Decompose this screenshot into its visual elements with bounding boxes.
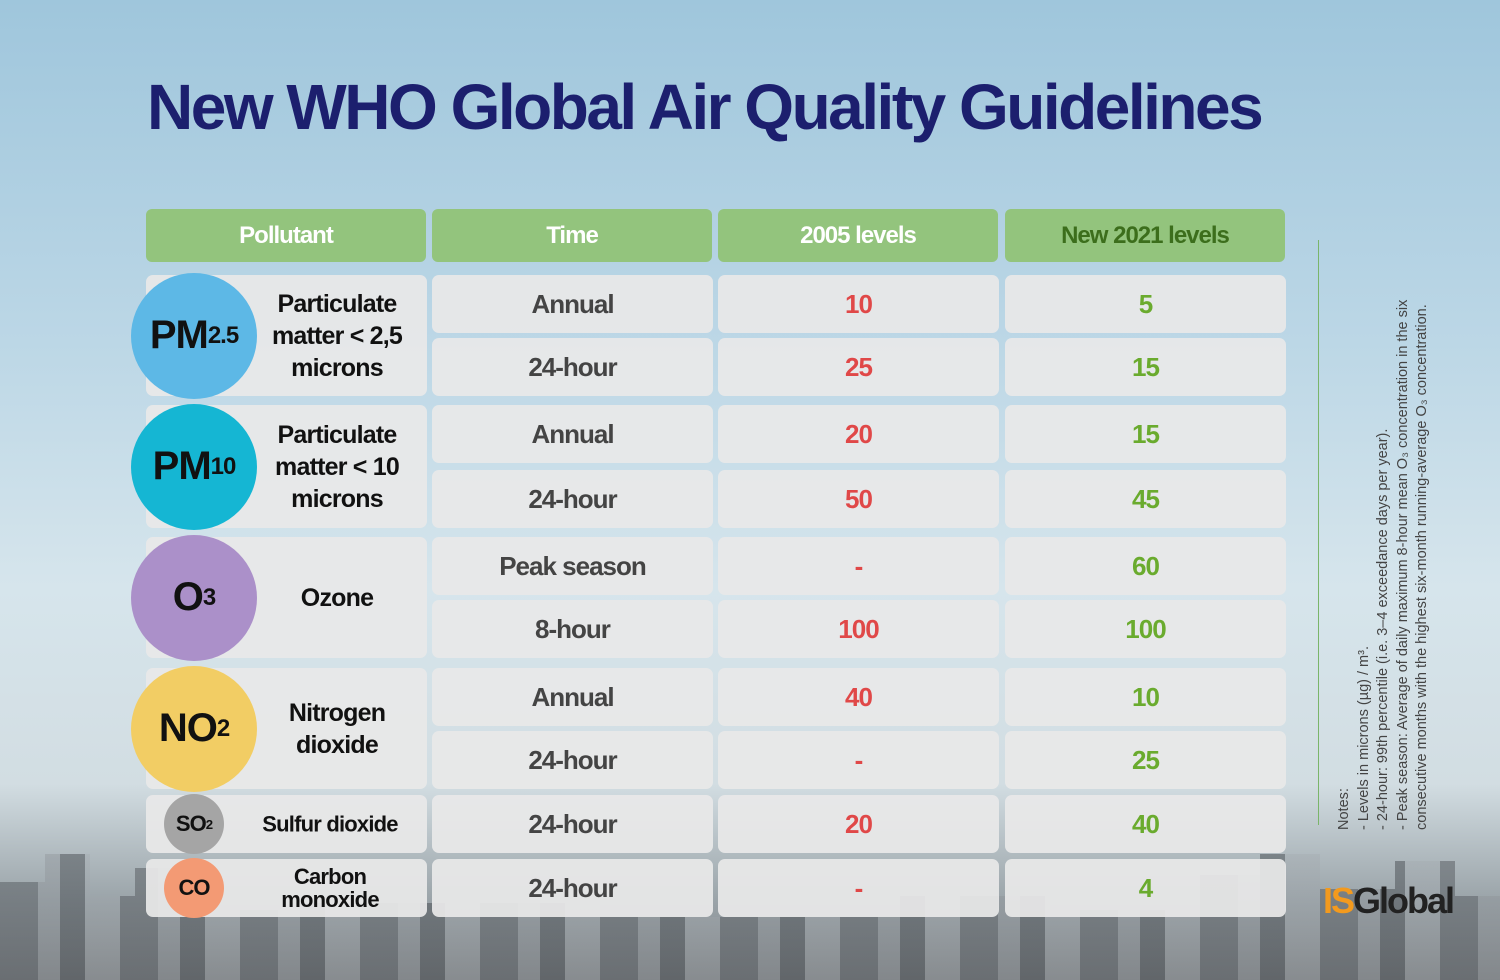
level-2005-cell: - [718,731,999,789]
notes-line: Notes: [1336,788,1352,830]
time-cell: 24-hour [432,795,713,853]
pollutant-symbol-badge: PM 2.5 [131,272,257,399]
pollutant-name: Particulate matter < 2,5 microns [271,289,403,382]
pollutant-name: Nitrogen dioxide [288,698,386,759]
symbol: SO [175,811,207,836]
level-2021-cell: 25 [1005,731,1286,789]
level-2005-cell: 100 [718,600,999,658]
pollutant-name: Sulfur dioxide [262,811,398,837]
pollutant-symbol-badge: NO 2 [131,665,257,792]
pollutant-name: Carbon monoxide [281,864,379,912]
time-cell: Annual [432,668,713,726]
notes-line: - Levels in microns (µg) / m³. [1355,646,1372,830]
page-title: New WHO Global Air Quality Guidelines [147,71,1264,143]
symbol: NO [158,706,218,750]
level-2021-cell: 4 [1005,859,1286,917]
pollutant-name: Particulate matter < 10 microns [275,420,400,513]
level-2021-cell: 5 [1005,275,1286,333]
pollutant-symbol-badge: PM 10 [131,403,257,530]
time-cell: Annual [432,275,713,333]
column-header: New 2021 levels [1005,209,1285,262]
pollutant-name: Ozone [300,583,374,612]
level-2005-cell: - [718,537,999,595]
time-cell: 24-hour [432,859,713,917]
symbol-subscript: 10 [210,452,237,480]
notes-line: - Peak season: Average of daily maximum … [1394,299,1431,830]
level-2021-cell: 40 [1005,795,1286,853]
symbol-subscript: 2 [216,714,230,742]
level-2005-cell: 40 [718,668,999,726]
level-2005-cell: 20 [718,405,999,463]
time-cell: Peak season [432,537,713,595]
time-cell: 24-hour [432,470,713,528]
column-header: Pollutant [146,209,426,262]
time-cell: 8-hour [432,600,713,658]
symbol: O [172,575,204,619]
level-2021-cell: 10 [1005,668,1286,726]
level-2005-cell: 50 [718,470,999,528]
pollutant-symbol-badge: SO 2 [164,794,224,854]
notes-line: - 24-hour: 99th percentile (i.e. 3–4 exc… [1375,428,1391,830]
time-cell: Annual [432,405,713,463]
symbol-subscript: 2 [205,816,213,832]
divider [1318,240,1319,825]
symbol: PM [152,444,212,488]
symbol: CO [178,875,211,900]
level-2005-cell: 20 [718,795,999,853]
level-2005-cell: - [718,859,999,917]
level-2005-cell: 10 [718,275,999,333]
level-2021-cell: 45 [1005,470,1286,528]
symbol: PM [149,313,209,357]
column-header: 2005 levels [718,209,998,262]
symbol-subscript: 3 [202,583,216,611]
isglobal-logo: ISGlobal [1323,880,1455,921]
level-2021-cell: 100 [1005,600,1286,658]
pollutant-symbol-badge: CO [164,858,224,918]
time-cell: 24-hour [432,338,713,396]
time-cell: 24-hour [432,731,713,789]
notes: Notes: - Levels in microns (µg) / m³. - … [1335,230,1433,830]
level-2021-cell: 60 [1005,537,1286,595]
level-2005-cell: 25 [718,338,999,396]
level-2021-cell: 15 [1005,405,1286,463]
column-header: Time [432,209,712,262]
symbol-subscript: 2.5 [207,321,239,349]
level-2021-cell: 15 [1005,338,1286,396]
